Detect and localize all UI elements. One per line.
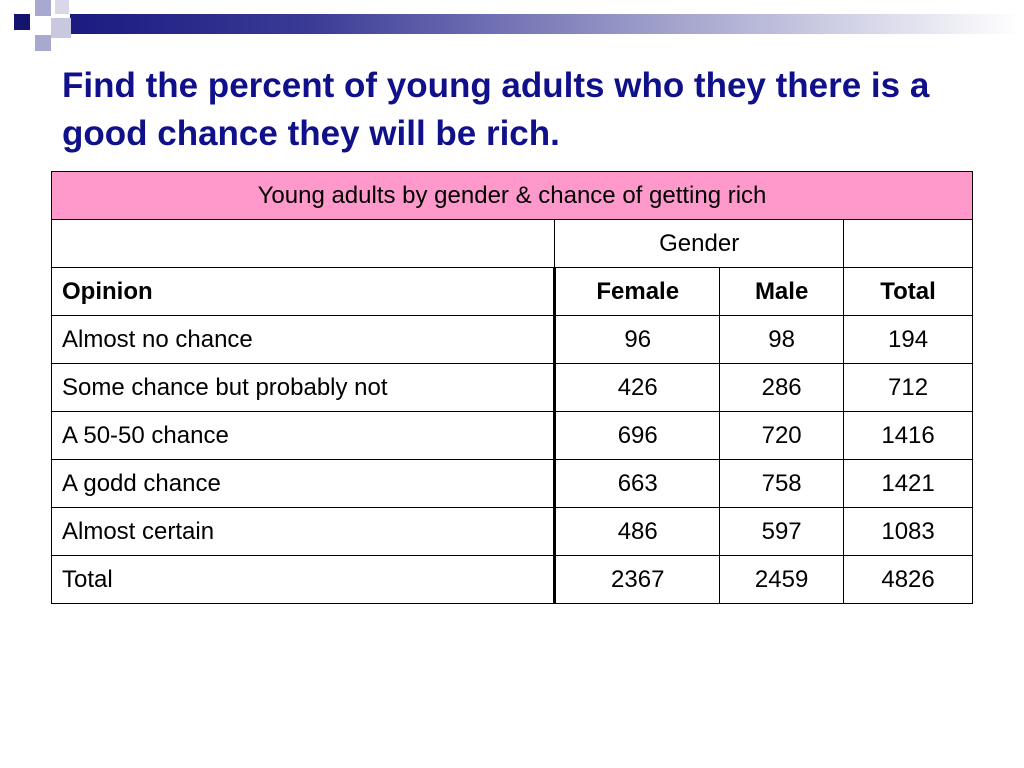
- female-value: 426: [554, 363, 721, 412]
- male-value: 758: [719, 459, 845, 508]
- total-value: 712: [843, 363, 973, 412]
- male-value: 98: [719, 315, 845, 364]
- female-value: 696: [554, 411, 721, 460]
- total-value: 194: [843, 315, 973, 364]
- decorative-square: [35, 35, 51, 51]
- table-row: Almost certain 486 597 1083: [50, 507, 973, 556]
- table-row: Almost no chance 96 98 194: [50, 315, 973, 364]
- slide-title: Find the percent of young adults who the…: [62, 66, 930, 153]
- row-label: A 50-50 chance: [50, 411, 557, 460]
- column-header-total: Total: [843, 267, 973, 316]
- row-label: Almost no chance: [50, 315, 557, 364]
- male-value: 597: [719, 507, 845, 556]
- male-value: 2459: [719, 555, 845, 604]
- data-table: Young adults by gender & chance of getti…: [50, 171, 973, 604]
- row-label: Total: [50, 555, 557, 604]
- row-label: A godd chance: [50, 459, 557, 508]
- table-row: A 50-50 chance 696 720 1416: [50, 411, 973, 460]
- table-caption-row: Young adults by gender & chance of getti…: [51, 171, 973, 220]
- decorative-square: [14, 14, 30, 30]
- table-row-total: Total 2367 2459 4826: [50, 555, 973, 604]
- total-value: 1421: [843, 459, 973, 508]
- row-label: Some chance but probably not: [50, 363, 557, 412]
- column-header-row: Opinion Female Male Total: [50, 267, 973, 316]
- table-row: A godd chance 663 758 1421: [50, 459, 973, 508]
- table-caption: Young adults by gender & chance of getti…: [51, 171, 973, 220]
- group-header-row: Gender: [50, 219, 973, 268]
- female-value: 2367: [554, 555, 721, 604]
- male-value: 286: [719, 363, 845, 412]
- column-header-opinion: Opinion: [50, 267, 557, 316]
- empty-header-cell: [843, 219, 973, 268]
- female-value: 96: [554, 315, 721, 364]
- table-row: Some chance but probably not 426 286 712: [50, 363, 973, 412]
- column-header-female: Female: [554, 267, 721, 316]
- decorative-square: [55, 0, 69, 14]
- decorative-square: [35, 0, 51, 16]
- male-value: 720: [719, 411, 845, 460]
- header-gradient-bar: [70, 14, 1020, 34]
- total-value: 1083: [843, 507, 973, 556]
- total-value: 4826: [843, 555, 973, 604]
- decorative-square: [51, 18, 71, 38]
- female-value: 486: [554, 507, 721, 556]
- female-value: 663: [554, 459, 721, 508]
- gender-group-header: Gender: [554, 219, 845, 268]
- total-value: 1416: [843, 411, 973, 460]
- empty-header-cell: [50, 219, 556, 268]
- row-label: Almost certain: [50, 507, 557, 556]
- column-header-male: Male: [719, 267, 845, 316]
